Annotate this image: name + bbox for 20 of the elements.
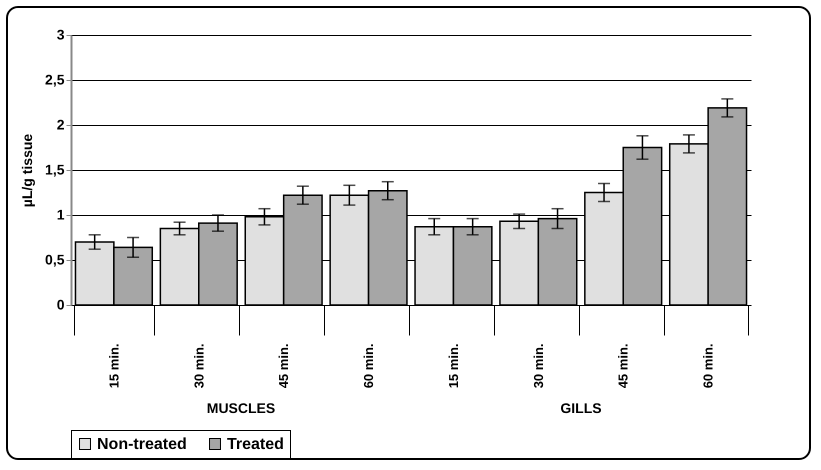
x-tick-label: 30 min.	[530, 344, 546, 388]
x-tick-label: 60 min.	[700, 344, 716, 388]
x-tick-label: 15 min.	[106, 344, 122, 388]
legend-label: Treated	[227, 436, 284, 453]
y-tick-label: 1	[56, 206, 65, 222]
y-tick-label: 2,5	[45, 72, 65, 88]
y-tick-label: 0	[56, 296, 65, 312]
x-tick-label: 30 min.	[191, 344, 206, 388]
y-tick-label: 1,5	[45, 162, 65, 178]
y-tick-label: 2	[56, 116, 65, 132]
x-tick-label: 45 min.	[616, 344, 631, 388]
x-tick-label: 45 min.	[276, 344, 292, 388]
text: MUSCLES	[206, 400, 276, 416]
x-tick-label: 60 min.	[361, 344, 376, 388]
y-tick-label: 0,5	[45, 252, 65, 268]
text: GILLS	[560, 400, 602, 416]
y-tick-label: 3	[56, 26, 65, 42]
legend-label: Non-treated	[97, 436, 187, 453]
y-axis-title: µL/g tissue	[19, 134, 36, 208]
x-tick-label: 15 min.	[446, 344, 461, 388]
